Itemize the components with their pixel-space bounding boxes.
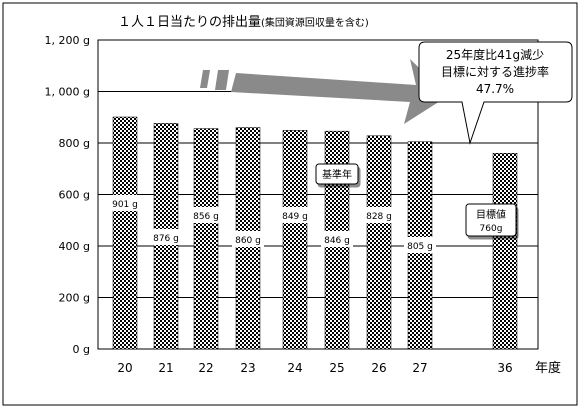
x-tick-label: 20 [117,361,132,375]
data-labels: 901 g 876 g 856 g 860 g 849 g 846 g 828 g 805 g [109,195,436,253]
y-tick-label: 200 g [59,292,90,305]
data-label: 856 g [193,212,219,222]
data-label: 828 g [366,212,392,222]
data-label-bg [321,231,353,247]
x-tick-label: 21 [158,361,173,375]
y-tick-label: 800 g [59,137,90,150]
base-year-label: 基準年 [322,168,352,181]
data-label: 805 g [407,242,433,252]
x-tick-label: 24 [287,361,302,375]
x-tick-label: 23 [240,361,255,375]
data-label: 901 g [112,200,138,210]
x-tick-label: 27 [412,361,427,375]
trend-arrow [200,59,448,124]
callout-line-2: 目標に対する進捗率 [441,64,549,79]
bar [492,153,518,350]
bar [366,135,392,350]
y-tick-label: 600 g [59,189,90,202]
plot-area [97,39,539,350]
data-label-bg [404,237,436,253]
callout-line-1: 25年度比41g減少 [446,47,544,62]
base-year-annotation: 基準年 [315,163,359,185]
y-tick-label: 1, 200 g [45,34,90,47]
x-axis-tick-labels: 20 21 22 23 24 25 26 27 36 [117,361,512,375]
progress-callout: 25年度比41g減少 目標に対する進捗率 47.7% [418,41,573,145]
x-axis-label: 年度 [535,360,561,376]
data-label-bg [279,207,311,223]
y-tick-label: 0 g [73,343,90,356]
y-axis-tick-labels: 0 g 200 g 400 g 600 g 800 g 1, 000 g 1, 200 g [45,34,90,356]
data-label: 876 g [153,234,179,244]
chart-title: １人１日当たりの排出量(集団資源回収量を含む) [118,15,369,30]
x-tick-label: 26 [371,361,386,375]
data-label: 849 g [282,212,308,222]
y-tick-label: 1, 000 g [45,86,90,99]
data-label-bg [150,229,182,245]
callout-line-3: 47.7% [476,82,514,96]
x-tick-label: 22 [198,361,213,375]
data-label-bg [109,195,141,211]
data-label-bg [232,231,264,247]
data-label: 860 g [235,236,261,246]
bar [282,130,308,350]
bar [112,116,138,350]
x-tick-label: 36 [497,361,512,375]
data-label-bg [190,207,222,223]
target-annotation: 目標値 760g [465,203,517,237]
data-label-bg [363,207,395,223]
x-tick-label: 25 [329,361,344,375]
data-label: 846 g [324,236,350,246]
target-label: 目標値 [476,208,506,221]
bar [193,128,219,350]
y-tick-label: 400 g [59,240,90,253]
target-value-label: 760g [480,224,503,234]
